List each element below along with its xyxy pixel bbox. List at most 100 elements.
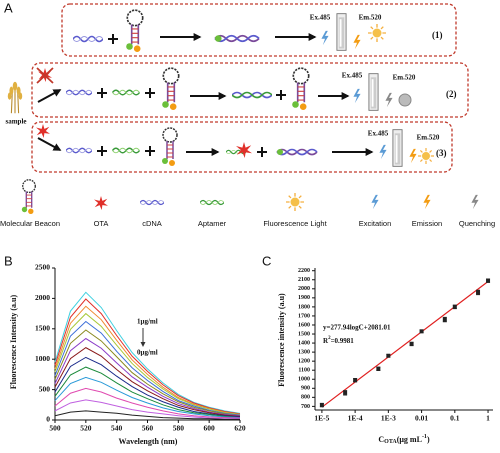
legend-icon bbox=[471, 194, 479, 210]
y-tick-label: 700 bbox=[301, 404, 310, 410]
duplex-icon bbox=[232, 91, 272, 99]
plus bbox=[97, 88, 107, 98]
plus bbox=[257, 147, 267, 157]
data-point bbox=[442, 317, 447, 322]
cuvette bbox=[336, 13, 347, 51]
legend-label: Quenching bbox=[459, 219, 495, 228]
legend-label: Emission bbox=[412, 219, 442, 228]
y-tick-label: 800 bbox=[301, 395, 310, 401]
cdna-icon bbox=[73, 35, 103, 43]
legend-label: cDNA bbox=[142, 219, 162, 228]
arrow bbox=[37, 89, 62, 103]
y-axis-label: Fluorescence Intensity (a.u) bbox=[9, 295, 18, 390]
aptamer-icon bbox=[112, 147, 140, 154]
y-tick-label: 1100 bbox=[298, 368, 310, 374]
plus bbox=[276, 90, 286, 100]
spectrum-line bbox=[54, 376, 241, 419]
duplex-icon bbox=[276, 148, 318, 156]
plus bbox=[145, 146, 155, 156]
panel-label: B bbox=[4, 253, 13, 268]
data-point bbox=[319, 403, 324, 408]
y-tick-label: 1500 bbox=[35, 324, 50, 333]
spectrum-line bbox=[54, 291, 241, 414]
sample-icon bbox=[7, 81, 23, 114]
y-tick-label: 1500 bbox=[298, 331, 310, 337]
legend-label: Fluorescence Light bbox=[263, 219, 327, 228]
excitation-label: Ex.485 bbox=[310, 14, 331, 22]
spectrum-line bbox=[54, 387, 241, 419]
excitation-icon bbox=[321, 30, 329, 46]
legend-icon bbox=[94, 196, 108, 210]
emission-icon bbox=[409, 148, 417, 164]
data-point bbox=[353, 378, 358, 383]
row-box bbox=[61, 3, 457, 57]
x-tick-label: 1E-5 bbox=[314, 414, 329, 423]
legend-icon bbox=[371, 194, 379, 210]
light-icon bbox=[418, 148, 434, 164]
legend-label: Excitation bbox=[359, 219, 392, 228]
data-point bbox=[386, 353, 391, 358]
y-tick-label: 2500 bbox=[35, 263, 50, 272]
y-tick-label: 1700 bbox=[298, 313, 310, 319]
sample-label: sample bbox=[6, 118, 27, 126]
spectrum-line bbox=[54, 337, 241, 417]
y-tick-label: 1300 bbox=[298, 349, 310, 355]
y-tick-label: 2000 bbox=[35, 293, 50, 302]
y-tick-label: 1800 bbox=[298, 304, 310, 310]
r-squared: R2=0.9981 bbox=[323, 336, 354, 344]
legend-icon bbox=[21, 179, 36, 214]
y-tick-label: 1400 bbox=[298, 340, 310, 346]
legend-label: Aptamer bbox=[198, 219, 227, 228]
excitation-icon bbox=[353, 88, 361, 104]
x-tick-label: 540 bbox=[111, 424, 123, 433]
legend-label: OTA bbox=[94, 219, 109, 228]
y-tick-label: 1900 bbox=[298, 295, 310, 301]
excitation-label: Ex.485 bbox=[368, 130, 389, 138]
row-label: (1) bbox=[432, 30, 443, 40]
data-point bbox=[452, 304, 457, 309]
x-tick-label: 520 bbox=[80, 424, 92, 433]
x-tick-label: 1 bbox=[486, 414, 490, 423]
quenching-icon bbox=[385, 92, 393, 108]
y-tick-label: 0 bbox=[46, 415, 50, 424]
data-point bbox=[486, 278, 491, 283]
spectrum-line bbox=[54, 329, 241, 417]
data-point bbox=[343, 390, 348, 395]
x-tick-label: 1E-3 bbox=[381, 414, 396, 423]
spectrum-line bbox=[54, 366, 241, 419]
x-axis-label: Wavelength (nm) bbox=[119, 437, 178, 446]
emission-label: Em.520 bbox=[393, 74, 416, 82]
cdna-icon bbox=[66, 147, 92, 154]
legend-icon bbox=[200, 199, 224, 206]
x-tick-label: 0.01 bbox=[415, 414, 428, 423]
legend-icon bbox=[423, 194, 431, 210]
y-tick-label: 2000 bbox=[298, 286, 310, 292]
panel-label: C bbox=[262, 253, 271, 268]
spectrum-line bbox=[54, 320, 241, 416]
spectrum-line bbox=[54, 356, 241, 418]
x-tick-label: 620 bbox=[234, 424, 246, 433]
y-tick-label: 1000 bbox=[35, 354, 50, 363]
legend-icon bbox=[286, 193, 304, 211]
x-tick-label: 500 bbox=[49, 424, 61, 433]
y-tick-label: 500 bbox=[39, 384, 51, 393]
x-tick-label: 580 bbox=[173, 424, 185, 433]
annotation: 1μg/ml bbox=[137, 318, 158, 326]
legend-label: Molecular Beacon bbox=[0, 219, 60, 228]
duplex-icon bbox=[214, 34, 260, 43]
data-point bbox=[476, 290, 481, 295]
excitation-icon bbox=[379, 144, 387, 160]
x-axis-label: COTA(μg mL-1) bbox=[378, 434, 430, 445]
y-tick-label: 2200 bbox=[298, 268, 310, 274]
spectrum-line bbox=[54, 305, 241, 416]
y-tick-label: 1200 bbox=[298, 359, 310, 365]
x-tick-label: 0.1 bbox=[450, 414, 460, 423]
plus bbox=[145, 88, 155, 98]
data-point bbox=[376, 366, 381, 371]
y-tick-label: 1600 bbox=[298, 322, 310, 328]
row-box bbox=[31, 121, 453, 173]
cuvette bbox=[392, 129, 403, 167]
row-label: (2) bbox=[446, 89, 457, 99]
